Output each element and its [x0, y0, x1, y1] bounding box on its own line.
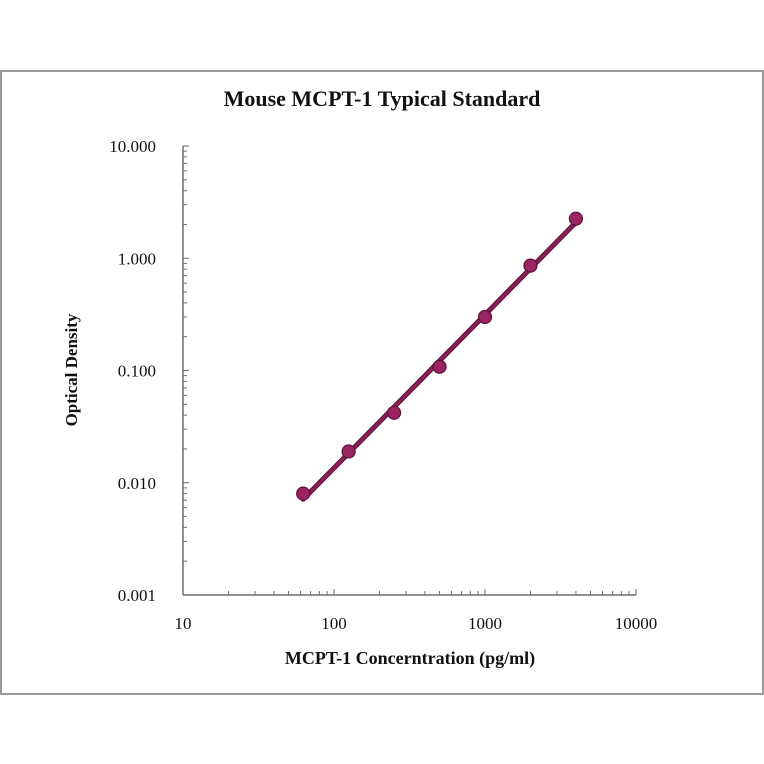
data-point	[386, 405, 402, 420]
y-tick-label: 0.010	[118, 474, 156, 493]
x-tick-label: 10000	[615, 614, 658, 633]
chart-frame	[0, 70, 764, 695]
x-axis-label: MCPT-1 Concerntration (pg/ml)	[284, 648, 536, 668]
y-tick-label: 1.000	[118, 249, 156, 268]
x-tick-label: 1000	[468, 614, 502, 633]
y-tick-label: 0.100	[118, 362, 156, 381]
data-point	[477, 309, 493, 325]
data-point	[523, 258, 538, 273]
data-point	[296, 486, 311, 501]
x-tick-label: 10	[175, 614, 192, 633]
data-point	[341, 444, 356, 459]
y-tick-label: 0.001	[118, 586, 156, 605]
data-point	[432, 359, 447, 374]
data-point	[568, 211, 584, 226]
chart-title: Mouse MCPT-1 Typical Standard	[223, 86, 541, 111]
x-tick-label: 100	[321, 614, 347, 633]
y-tick-label: 10.000	[109, 137, 156, 156]
